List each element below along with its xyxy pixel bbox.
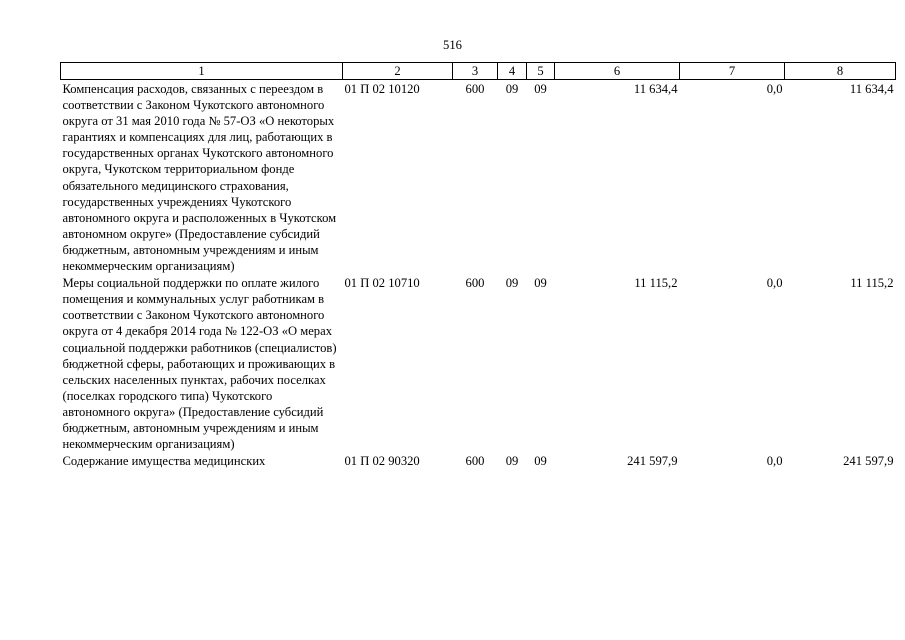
- row-c3: 600: [465, 454, 485, 469]
- table-header-row: 1 2 3 4 5 6 7 8: [60, 62, 896, 80]
- column-header: 7: [679, 62, 785, 80]
- row-code: 01 П 02 10710: [344, 276, 420, 291]
- column-header: 4: [497, 62, 527, 80]
- row-description: Содержание имущества медицинских: [62, 454, 266, 469]
- row-c7: 0,0: [766, 454, 783, 469]
- row-description: Компенсация расходов, связанных с переез…: [62, 82, 337, 274]
- row-c4: 09: [505, 276, 519, 291]
- row-c8: 11 115,2: [850, 276, 894, 291]
- row-c6: 11 115,2: [634, 276, 678, 291]
- page-number: 516: [443, 38, 462, 52]
- row-c4: 09: [505, 454, 519, 469]
- column-header: 5: [526, 62, 555, 80]
- table-row: Содержание имущества медицинских 01 П 02…: [61, 452, 896, 469]
- row-code: 01 П 02 10120: [344, 82, 420, 96]
- row-c4: 09: [505, 82, 519, 96]
- row-c5: 09: [534, 454, 547, 469]
- row-c7: 0,0: [766, 82, 783, 96]
- column-header: 3: [452, 62, 498, 80]
- row-c6: 241 597,9: [627, 454, 678, 469]
- budget-table: 1 2 3 4 5 6 7 8 Компенсация расходов, св…: [60, 62, 896, 469]
- row-c3: 600: [465, 276, 485, 291]
- column-header: 2: [342, 62, 453, 80]
- row-c5: 09: [534, 276, 547, 291]
- row-c5: 09: [534, 82, 547, 96]
- table-row: Компенсация расходов, связанных с переез…: [61, 80, 896, 275]
- row-c3: 600: [465, 82, 485, 96]
- row-c6: 11 634,4: [633, 82, 678, 96]
- column-header: 1: [60, 62, 343, 80]
- column-header: 6: [554, 62, 680, 80]
- row-c8: 241 597,9: [843, 454, 894, 469]
- table-row: Меры социальной поддержки по оплате жило…: [61, 274, 896, 452]
- row-c8: 11 634,4: [849, 82, 894, 96]
- row-code: 01 П 02 90320: [344, 454, 420, 469]
- column-header: 8: [784, 62, 896, 80]
- row-description: Меры социальной поддержки по оплате жило…: [62, 276, 337, 452]
- row-c7: 0,0: [766, 276, 783, 291]
